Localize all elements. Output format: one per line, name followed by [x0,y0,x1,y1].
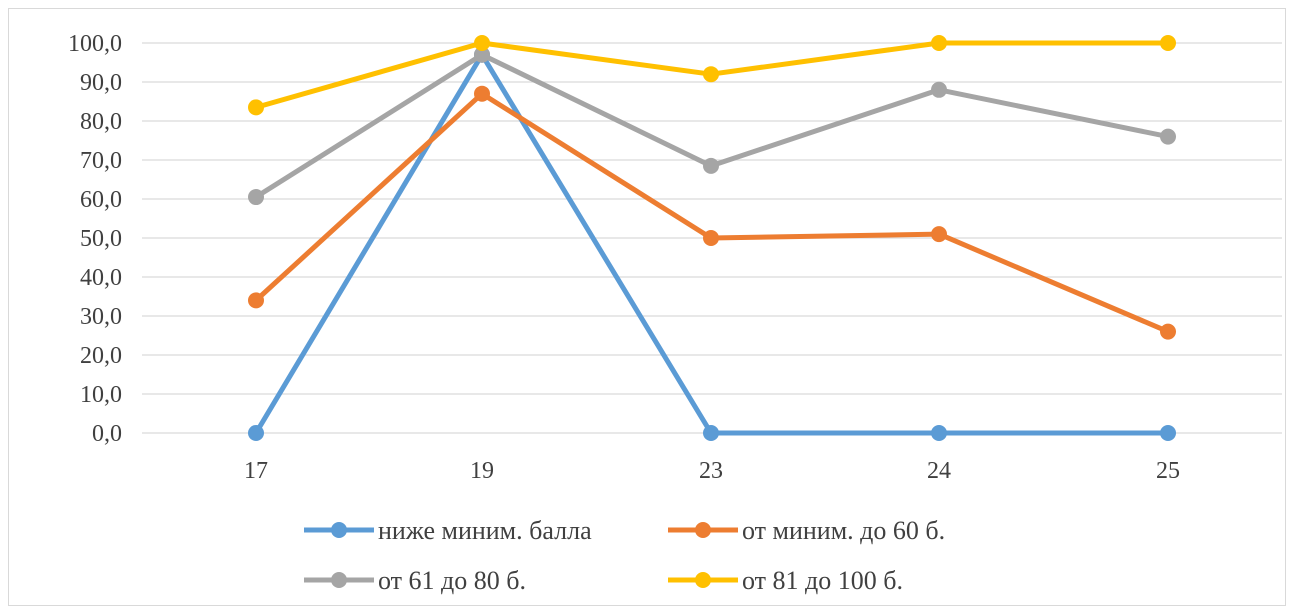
series-line [253,91,1171,335]
data-point [703,230,719,246]
data-point [931,35,947,51]
x-axis-ticks: 17 19 23 24 25 [244,458,1180,484]
y-axis-ticks: 0,0 10,0 20,0 30,0 40,0 50,0 60,0 70,0 80,0 90,0 1… [68,31,122,447]
y-tick-label: 30,0 [80,304,122,330]
legend-label: от 81 до 100 б. [742,566,903,595]
y-tick-label: 0,0 [92,421,122,447]
data-point [474,85,490,102]
data-point [248,425,264,441]
data-point [1160,323,1176,340]
x-tick-label: 19 [470,458,494,484]
data-point [1160,425,1176,441]
data-point [931,226,947,243]
y-tick-label: 100,0 [68,31,122,57]
data-point [474,46,490,63]
data-point [474,35,490,51]
data-point [248,292,264,309]
series-1 [248,85,1176,340]
legend-item: ниже миним. балла [304,516,592,545]
y-tick-label: 50,0 [80,226,122,252]
series-2 [248,46,1176,206]
legend-marker [695,572,711,588]
data-point [1160,35,1176,51]
y-tick-label: 40,0 [80,265,122,291]
y-tick-label: 70,0 [80,148,122,174]
x-tick-label: 25 [1156,458,1180,484]
y-tick-label: 90,0 [80,70,122,96]
data-point [703,157,719,174]
legend-marker [695,522,711,538]
legend-item: от 61 до 80 б. [304,566,526,595]
y-tick-label: 80,0 [80,109,122,135]
y-tick-label: 20,0 [80,343,122,369]
x-tick-label: 24 [927,458,951,484]
legend-label: от миним. до 60 б. [742,516,945,545]
legend-marker [331,522,347,538]
legend-item: от 81 до 100 б. [668,566,903,595]
data-point [248,99,264,116]
chart-frame [8,8,1286,606]
legend-item: от миним. до 60 б. [668,516,945,545]
x-tick-label: 23 [699,458,723,484]
series-3 [248,35,1176,116]
x-tick-label: 17 [244,458,268,484]
series-group [248,35,1176,441]
legend-label: от 61 до 80 б. [378,566,526,595]
data-point [703,425,719,441]
data-point [1160,128,1176,145]
legend-label: ниже миним. балла [378,516,592,545]
data-point [931,425,947,441]
legend: ниже миним. балла от миним. до 60 б. от 61… [304,516,945,595]
data-point [931,81,947,98]
data-point [248,189,264,206]
legend-marker [331,572,347,588]
y-tick-label: 60,0 [80,187,122,213]
y-tick-label: 10,0 [80,382,122,408]
data-point [703,66,719,83]
